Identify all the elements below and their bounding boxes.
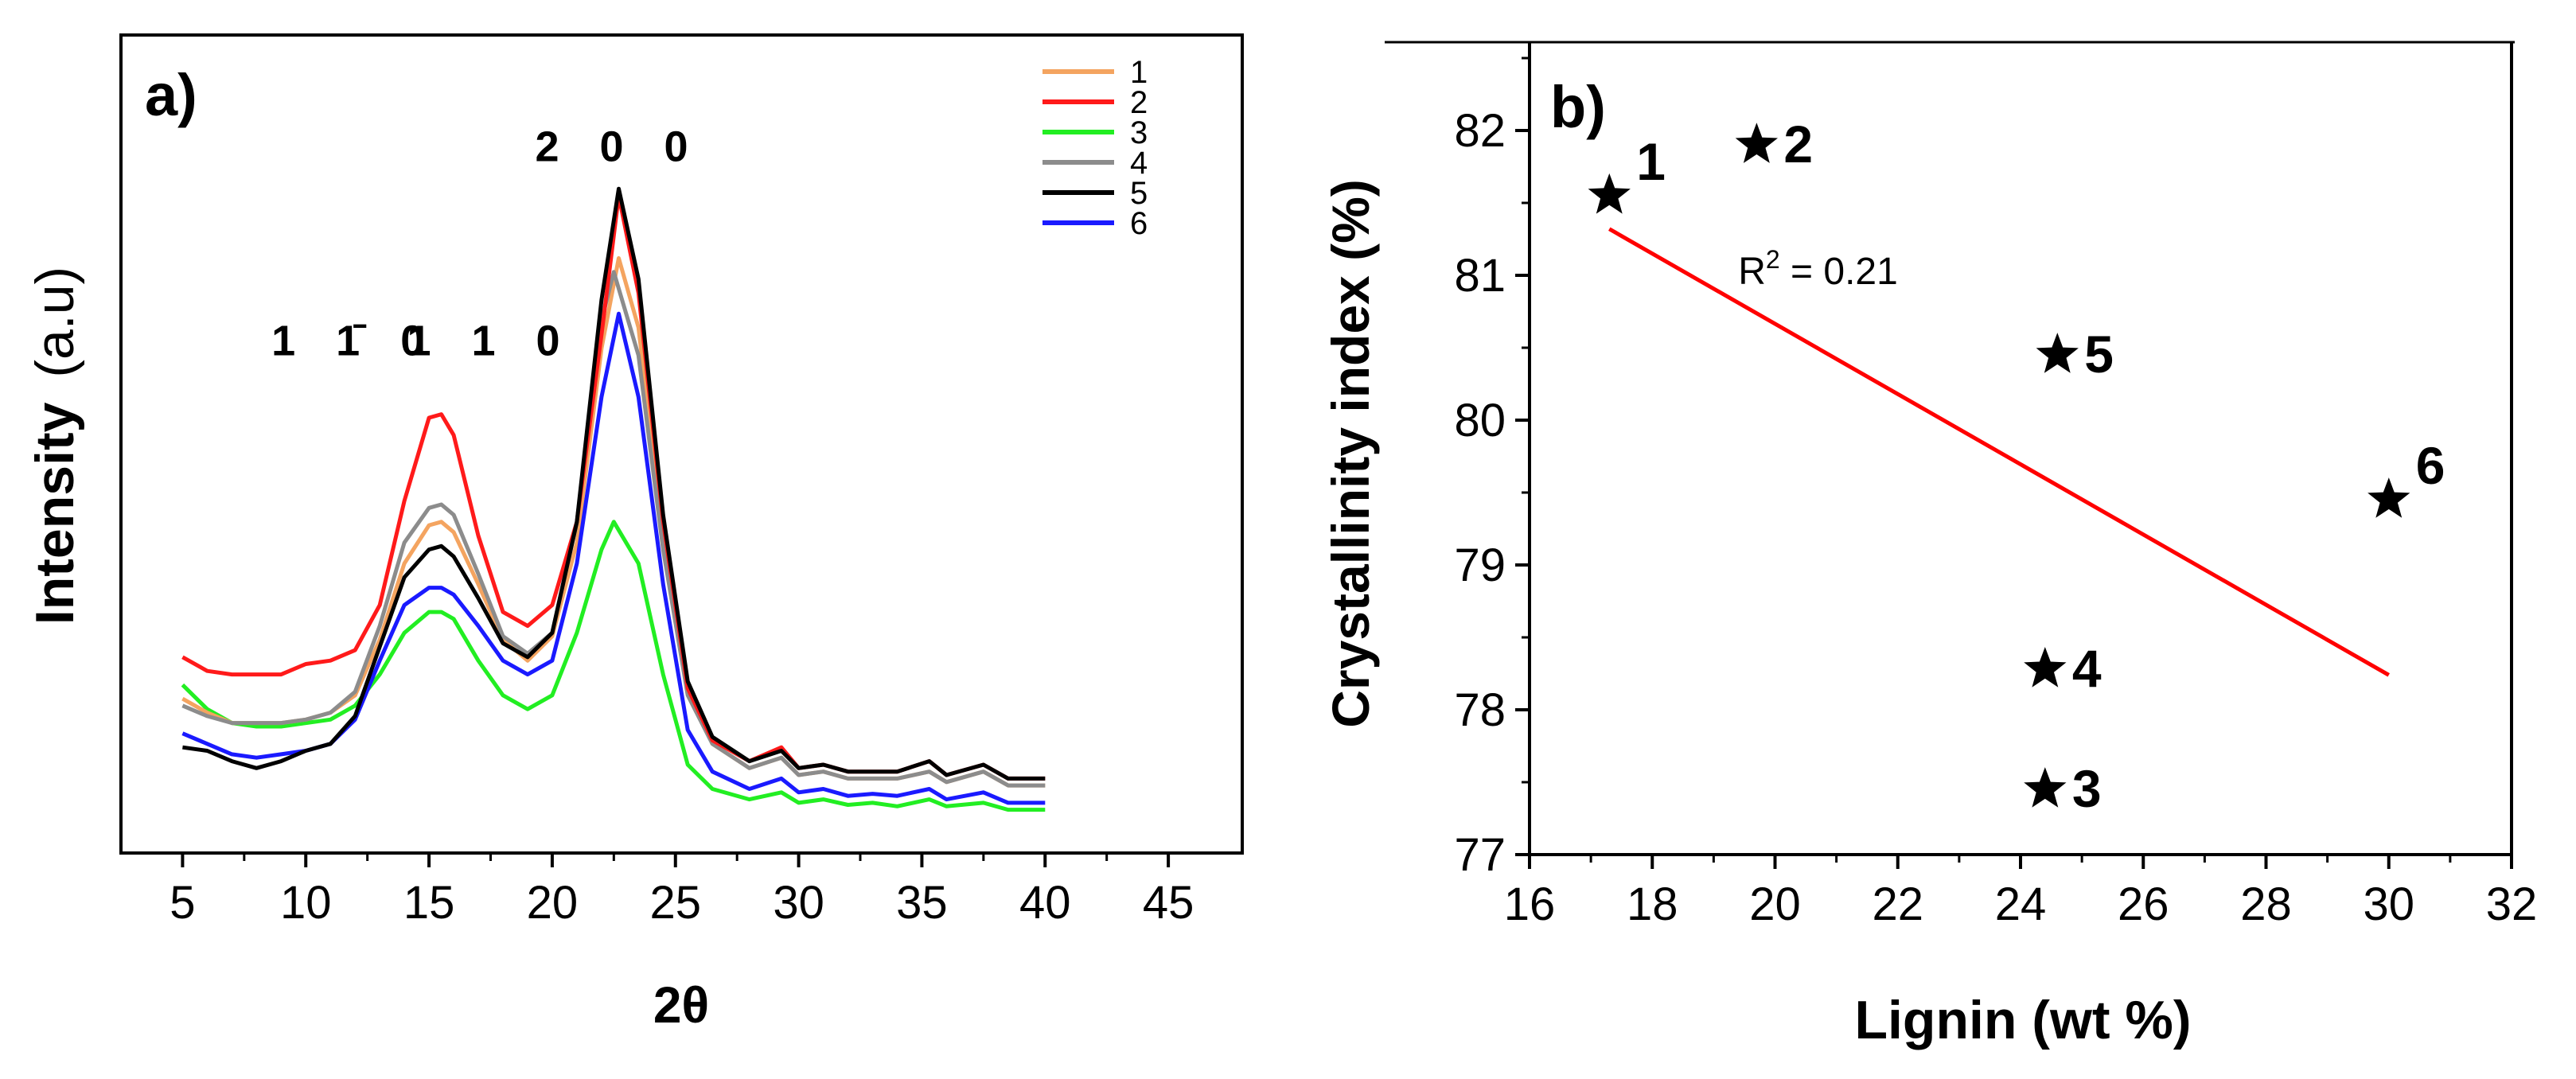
x-tick-label: 28: [2240, 878, 2292, 930]
panel-a-curves: [181, 186, 1046, 812]
panel-a-label: a): [145, 62, 197, 128]
x-tick-label: 26: [2118, 878, 2169, 930]
point-4-label: 4: [2072, 639, 2102, 698]
x-tick-label: 15: [403, 877, 455, 929]
point-2-marker: [1735, 123, 1778, 163]
x-tick-label: 20: [1749, 878, 1801, 930]
point-3-marker: [2024, 767, 2067, 808]
panel-b-x-axis-label: Lignin (wt %): [1854, 990, 2191, 1050]
x-tick-label: 35: [896, 877, 948, 929]
x-tick-label: 40: [1019, 877, 1071, 929]
legend-label-3: 3: [1130, 115, 1148, 150]
legend-label-4: 4: [1130, 146, 1148, 181]
point-1-marker: [1588, 173, 1631, 214]
panel-b-points: 1 2 3 4 5 6: [1588, 115, 2445, 818]
panel-a-y-axis-label-main: Intensity: [25, 402, 85, 625]
y-tick-label: 78: [1454, 684, 1506, 736]
series-3-curve: [181, 520, 1046, 812]
panel-a-x-axis-label: 2θ: [653, 976, 709, 1034]
peak-label-1-1-0: 1 1̄ 0: [271, 317, 438, 364]
y-tick-label: 82: [1454, 105, 1506, 157]
point-4-marker: [2024, 647, 2067, 688]
legend-label-1: 1: [1130, 55, 1148, 90]
panel-a-peak-labels: 1 1̄ 01 1 0 2 0 0: [271, 123, 702, 364]
peak-label-1-1-0: 1 1 0: [407, 317, 574, 364]
panel-a-y-axis-label-unit: (a.u): [25, 267, 85, 378]
point-3-label: 3: [2072, 759, 2102, 818]
r-squared-sup: 2: [1766, 245, 1780, 274]
panel-b-y-axis-label: Crystallinity index (%): [1321, 179, 1380, 728]
x-tick-label: 32: [2486, 878, 2538, 930]
point-6-label: 6: [2416, 436, 2445, 495]
panel-b-y-ticks: 77 78 79 80 81 82: [1454, 56, 1530, 881]
x-tick-label: 24: [1995, 878, 2047, 930]
xrd-panel: a) 5 10 15 20 25 30 35 40 45 1 1̄ 01 1 02 0 0 12…: [25, 33, 1244, 1034]
peak-label-2-0-0: 2 0 0: [535, 123, 702, 170]
x-tick-label: 16: [1504, 878, 1556, 930]
y-tick-label: 77: [1454, 829, 1506, 881]
x-tick-label: 30: [2363, 878, 2414, 930]
panel-b-label: b): [1550, 74, 1606, 140]
r-squared-annotation: R2 = 0.21: [1738, 245, 1898, 293]
r-squared-prefix: R: [1738, 251, 1766, 293]
x-tick-label: 30: [773, 877, 824, 929]
x-tick-label: 45: [1143, 877, 1194, 929]
x-tick-label: 18: [1627, 878, 1678, 930]
x-tick-label: 22: [1872, 878, 1923, 930]
panel-b-fit-line-group: [1608, 227, 2390, 677]
point-5-marker: [2036, 333, 2079, 373]
point-6-marker: [2368, 477, 2410, 518]
legend-label-2: 2: [1130, 85, 1148, 120]
panel-a-y-axis-label: Intensity (a.u): [25, 267, 85, 625]
y-tick-label: 80: [1454, 395, 1506, 446]
panel-a-x-ticks: 5 10 15 20 25 30 35 40 45: [170, 853, 1194, 929]
r-squared-value: = 0.21: [1780, 251, 1898, 293]
point-5-label: 5: [2084, 325, 2114, 384]
point-2-label: 2: [1783, 115, 1813, 173]
series-6-curve: [181, 311, 1046, 805]
y-tick-label: 81: [1454, 250, 1506, 302]
x-tick-label: 25: [650, 877, 702, 929]
series-5-curve: [182, 186, 1046, 781]
fit-line: [1608, 227, 2390, 677]
legend-label-5: 5: [1130, 176, 1148, 211]
point-1-label: 1: [1636, 132, 1666, 191]
x-tick-label: 5: [170, 877, 195, 929]
y-tick-label: 79: [1454, 540, 1506, 591]
panel-b-x-ticks: 16 18 20 22 24 26 28 30 32: [1504, 855, 2538, 930]
legend-label-6: 6: [1130, 206, 1148, 241]
x-tick-label: 20: [527, 877, 579, 929]
x-tick-label: 10: [280, 877, 332, 929]
